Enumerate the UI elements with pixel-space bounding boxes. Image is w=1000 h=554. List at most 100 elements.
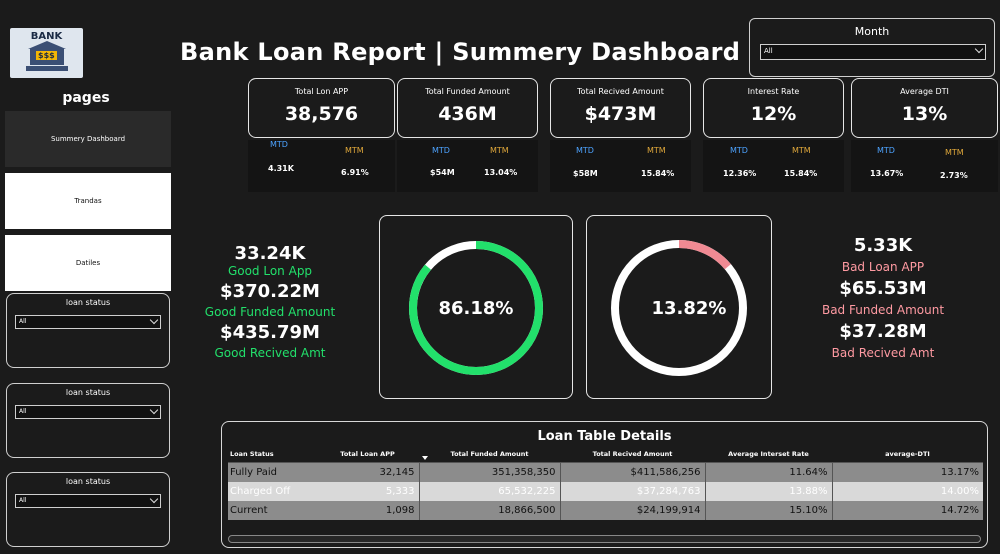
nav-trandas[interactable]: Trandas [5, 173, 171, 229]
kpi-title: Total Funded Amount [425, 87, 510, 96]
bad-loan-stats: 5.33K Bad Loan APP $65.53M Bad Funded Am… [808, 235, 958, 360]
col-header-loan-status[interactable]: Loan Status [228, 446, 316, 463]
nav-summery-dashboard[interactable]: Summery Dashboard [5, 111, 171, 167]
mtd-value: 13.67% [870, 169, 904, 178]
kpi-title: Total Lon APP [294, 87, 349, 96]
cell-total-received: $411,586,256 [559, 462, 705, 482]
bad-loan-app-value: 5.33K [853, 235, 913, 256]
mtm-label: MTM [345, 146, 364, 155]
good-donut-arc [409, 241, 543, 375]
kpi-title: Average DTI [900, 87, 949, 96]
cell-total-loan-app: 5,333 [316, 482, 419, 501]
month-dropdown[interactable]: All [760, 44, 986, 60]
mtd-label: MTD [730, 146, 748, 155]
chevron-down-icon [149, 494, 159, 504]
dropdown-value: All [19, 408, 27, 415]
col-header-total-funded-amount[interactable]: Total Funded Amount [419, 446, 560, 463]
dropdown-value: All [19, 318, 27, 325]
mtd-value: 12.36% [723, 169, 757, 178]
kpi-value: 436M [438, 103, 497, 125]
mtm-label: MTM [490, 146, 509, 155]
table-horizontal-scrollbar[interactable] [228, 535, 981, 543]
kpi-sub-total-received: MTD MTM $58M 15.84% [550, 140, 691, 192]
mtd-value: $54M [430, 168, 455, 177]
good-funded-label: Good Funded Amount [204, 305, 336, 319]
cell-total-received: $37,284,763 [559, 482, 705, 501]
kpi-interest-rate: Interest Rate 12% [703, 78, 844, 138]
loan-status-dropdown-1[interactable]: All [15, 315, 161, 329]
cell-total-funded: 18,866,500 [418, 501, 560, 520]
loan-table: Loan Status Total Loan APP Total Funded … [228, 446, 983, 520]
mtd-value: $58M [573, 169, 598, 178]
mtd-label: MTD [270, 140, 288, 149]
slicer-label: loan status [65, 298, 111, 307]
col-header-total-received-amount[interactable]: Total Recived Amount [560, 446, 705, 463]
mtm-label: MTM [792, 146, 811, 155]
logo-base [26, 66, 68, 71]
table-header-row: Loan Status Total Loan APP Total Funded … [228, 446, 983, 463]
cell-total-received: $24,199,914 [559, 501, 705, 520]
loan-status-slicer-1: loan status All [6, 293, 170, 368]
mtm-label: MTM [647, 146, 666, 155]
cell-total-funded: 65,532,225 [418, 482, 560, 501]
kpi-total-loan-app: Total Lon APP 38,576 [248, 78, 395, 138]
kpi-average-dti: Average DTI 13% [851, 78, 998, 138]
kpi-sub-total-funded: MTD MTM $54M 13.04% [397, 140, 538, 192]
good-loan-donut-card: 86.18% [379, 215, 573, 399]
bad-loan-donut-card: 13.82% [586, 215, 772, 399]
cell-loan-status: Fully Paid [228, 462, 316, 482]
slicer-label: loan status [65, 477, 111, 486]
kpi-value: 38,576 [284, 103, 359, 125]
kpi-total-received-amount: Total Recived Amount $473M [550, 78, 691, 138]
slicer-label: loan status [65, 388, 111, 397]
logo-roof [28, 41, 66, 49]
bad-funded-label: Bad Funded Amount [821, 303, 945, 317]
mtm-value: 13.04% [484, 168, 518, 177]
table-row[interactable]: Charged Off 5,333 65,532,225 $37,284,763… [228, 482, 983, 501]
cell-loan-status: Charged Off [228, 482, 316, 501]
bad-donut-arc [611, 240, 747, 376]
mtm-label: MTM [945, 148, 964, 157]
col-header-total-loan-app[interactable]: Total Loan APP [316, 446, 419, 463]
cell-total-loan-app: 1,098 [316, 501, 419, 520]
logo-sign: $$$ [36, 51, 57, 60]
cell-total-loan-app: 32,145 [316, 462, 419, 482]
kpi-total-funded-amount: Total Funded Amount 436M [397, 78, 538, 138]
chevron-down-icon [974, 44, 984, 54]
loan-status-slicer-2: loan status All [6, 383, 170, 458]
bad-received-label: Bad Recived Amt [831, 346, 935, 360]
month-slicer: Month All [749, 18, 995, 77]
month-label: Month [854, 25, 890, 38]
nav-datiles[interactable]: Datiles [5, 235, 171, 291]
kpi-value: 12% [750, 103, 797, 125]
loan-status-dropdown-3[interactable]: All [15, 494, 161, 508]
cell-dti: 14.00% [831, 482, 983, 501]
chevron-down-icon [149, 405, 159, 415]
table-row[interactable]: Current 1,098 18,866,500 $24,199,914 15.… [228, 501, 983, 520]
loan-table-title: Loan Table Details [537, 429, 672, 444]
cell-dti: 13.17% [831, 462, 983, 482]
sort-descending-icon[interactable] [422, 456, 428, 460]
good-received-label: Good Recived Amt [214, 346, 326, 360]
good-loan-stats: 33.24K Good Lon App $370.22M Good Funded… [195, 243, 345, 360]
cell-interest-rate: 15.10% [704, 501, 832, 520]
loan-status-dropdown-2[interactable]: All [15, 405, 161, 419]
kpi-sub-interest-rate: MTD MTM 12.36% 15.84% [703, 140, 844, 192]
loan-table-card: Loan Table Details Loan Status Total Loa… [221, 421, 988, 548]
col-header-avg-interest-rate[interactable]: Average Interset Rate [705, 446, 832, 463]
kpi-value: $473M [584, 103, 657, 125]
chevron-down-icon [149, 315, 159, 325]
mtm-value: 2.73% [940, 171, 968, 180]
cell-total-funded: 351,358,350 [418, 462, 560, 482]
table-row[interactable]: Fully Paid 32,145 351,358,350 $411,586,2… [228, 462, 983, 482]
col-header-average-dti[interactable]: average-DTI [832, 446, 983, 463]
good-loan-donut: 86.18% [409, 241, 543, 375]
good-funded-value: $370.22M [220, 281, 320, 302]
bad-loan-app-label: Bad Loan APP [841, 260, 925, 274]
kpi-value: 13% [901, 103, 948, 125]
kpi-title: Interest Rate [747, 87, 800, 96]
cell-interest-rate: 11.64% [704, 462, 832, 482]
mtd-label: MTD [432, 146, 450, 155]
dropdown-value: All [19, 497, 27, 504]
kpi-sub-average-dti: MTD MTM 13.67% 2.73% [851, 140, 998, 192]
